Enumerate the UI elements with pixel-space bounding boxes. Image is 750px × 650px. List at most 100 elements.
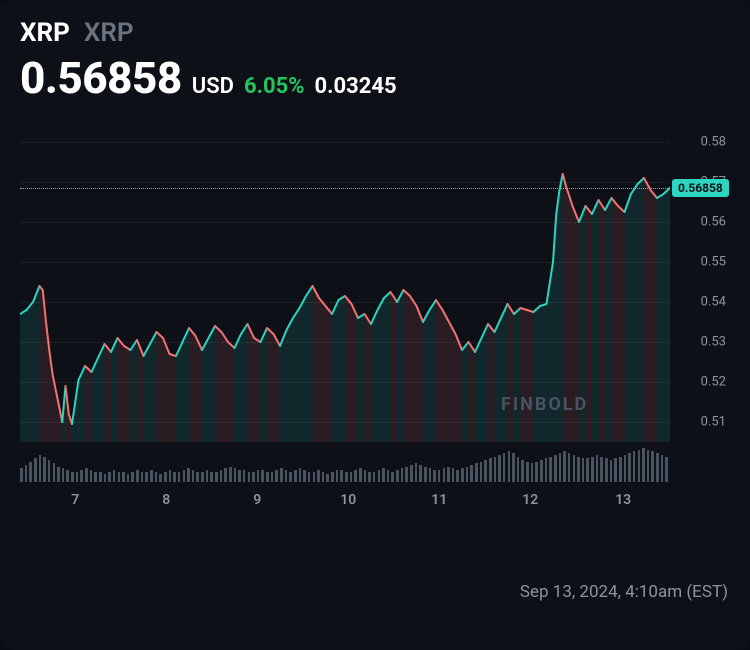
volume-bar: [20, 468, 23, 482]
volume-bar: [196, 472, 199, 482]
volume-bar: [136, 470, 139, 482]
volume-bar: [275, 470, 278, 482]
volume-bar: [438, 470, 441, 482]
volume-bar: [373, 472, 376, 482]
volume-bar: [359, 468, 362, 482]
price-chart[interactable]: 0.510.520.530.540.550.560.570.580.568587…: [20, 122, 730, 562]
volume-bar: [252, 472, 255, 482]
volume-bar: [183, 470, 186, 482]
volume-bar: [299, 468, 302, 482]
volume-bar: [549, 457, 552, 483]
volume-bar: [164, 472, 167, 482]
volume-bar: [665, 457, 668, 483]
volume-bar: [433, 470, 436, 482]
xtick-label: 10: [340, 492, 356, 508]
volume-bar: [261, 470, 264, 482]
volume-bar: [285, 470, 288, 482]
volume-bar: [85, 468, 88, 482]
xtick-label: 7: [71, 492, 79, 508]
symbol-secondary: XRP: [84, 18, 134, 48]
volume-bar: [405, 467, 408, 482]
volume-bar: [155, 472, 158, 482]
volume-bar: [378, 470, 381, 482]
volume-bar: [178, 472, 181, 482]
volume-bar: [43, 457, 46, 483]
volume-bar: [150, 470, 153, 482]
volume-bar: [656, 453, 659, 482]
currency-label: USD: [192, 74, 234, 99]
xtick-label: 8: [162, 492, 170, 508]
volume-bar: [238, 470, 241, 482]
volume-bar: [600, 457, 603, 483]
volume-bar: [192, 470, 195, 482]
volume-bar: [559, 453, 562, 482]
volume-bar: [313, 472, 316, 482]
volume-bar: [34, 458, 37, 482]
volume-bar: [317, 470, 320, 482]
volume-bar: [480, 462, 483, 482]
pct-change: 6.05%: [244, 74, 305, 99]
price-card: XRP XRP 0.56858 USD 6.05% 0.03245 0.51 0.…: [0, 0, 750, 650]
volume-bar: [173, 472, 176, 482]
volume-bar: [452, 468, 455, 482]
volume-bar: [596, 455, 599, 482]
volume-bar: [141, 472, 144, 482]
volume-bar: [447, 467, 450, 482]
volume-bar: [48, 460, 51, 482]
volume-bar: [484, 460, 487, 482]
volume-bar: [326, 474, 329, 483]
volume-bar: [145, 472, 148, 482]
volume-bar: [243, 470, 246, 482]
volume-bar: [224, 468, 227, 482]
volume-bar: [266, 472, 269, 482]
volume-bar: [424, 467, 427, 482]
volume-bar: [94, 472, 97, 482]
volume-bar: [25, 465, 28, 482]
volume-bar: [340, 470, 343, 482]
volume-bar: [354, 470, 357, 482]
volume-bar: [294, 470, 297, 482]
volume-bar: [396, 470, 399, 482]
volume-bar: [234, 468, 237, 482]
volume-bar: [387, 470, 390, 482]
volume-bar: [642, 448, 645, 482]
volume-bar: [364, 470, 367, 482]
volume-bar: [127, 474, 130, 483]
volume-bar: [220, 470, 223, 482]
volume-bar: [568, 453, 571, 482]
ytick-label: 0.51: [701, 415, 726, 430]
volume-bar: [614, 458, 617, 482]
volume-bar: [368, 472, 371, 482]
ytick-label: 0.58: [701, 135, 726, 150]
volume-bar: [271, 472, 274, 482]
volume-bar: [29, 462, 32, 482]
volume-bar: [90, 470, 93, 482]
volume-bar: [248, 472, 251, 482]
volume-bar: [429, 468, 432, 482]
volume-bar: [582, 458, 585, 482]
ytick-label: 0.56: [701, 215, 726, 230]
volume-bar: [322, 472, 325, 482]
volume-bar: [401, 468, 404, 482]
volume-bar: [633, 451, 636, 482]
volume-bar: [512, 453, 515, 482]
volume-bar: [410, 465, 413, 482]
ytick-label: 0.53: [701, 335, 726, 350]
xtick-label: 13: [615, 492, 631, 508]
volume-bar: [577, 457, 580, 483]
volume-bar: [503, 453, 506, 482]
volume-bar: [531, 463, 534, 482]
volume-bar: [591, 457, 594, 483]
symbol-primary: XRP: [20, 18, 70, 48]
abs-change: 0.03245: [315, 74, 397, 99]
volume-bar: [535, 462, 538, 482]
volume-bar: [118, 472, 121, 482]
volume-bar: [651, 451, 654, 482]
volume-bar: [99, 472, 102, 482]
volume-bar: [131, 472, 134, 482]
ytick-label: 0.54: [701, 295, 726, 310]
volume-bar: [80, 470, 83, 482]
volume-bar: [53, 463, 56, 482]
volume-bar: [62, 468, 65, 482]
price-value: 0.56858: [20, 52, 182, 104]
